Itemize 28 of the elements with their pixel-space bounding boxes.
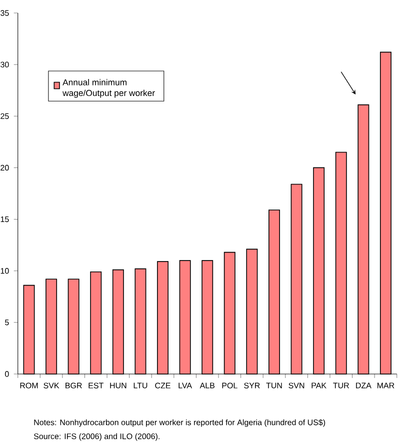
legend-label: Annual minimum wage/Output per worker — [62, 79, 155, 98]
source-note: Source: IFS (2006) and ILO (2006). — [34, 433, 160, 441]
x-tick-label: LTU — [134, 382, 148, 388]
y-tick-label: 0 — [5, 371, 9, 377]
x-tick-label: POL — [222, 382, 238, 388]
y-tick-label: 20 — [0, 164, 9, 171]
y-tick-label: 15 — [0, 216, 9, 222]
x-tick-label: LVA — [178, 382, 192, 388]
y-tick-label: 25 — [0, 113, 9, 119]
x-tick-label: PAK — [312, 382, 326, 388]
x-tick-label: HUN — [110, 382, 126, 388]
x-tick-label: SVK — [44, 382, 60, 388]
x-tick-label: TUN — [266, 382, 282, 388]
x-tick-label: EST — [88, 382, 104, 388]
text: Notes: Nonhydrocarbon output per worker is reported for Algeria (hundred of US$) — [34, 419, 326, 427]
x-tick-label: SVN — [288, 382, 304, 388]
x-tick-label: BGR — [66, 382, 82, 388]
x-tick-label: SYR — [244, 382, 260, 388]
x-tick-label: ALB — [200, 382, 214, 388]
x-tick-label: TUR — [333, 382, 349, 388]
x-tick-label: CZE — [155, 382, 170, 388]
y-tick-label: 5 — [5, 320, 9, 326]
y-tick-label: 10 — [0, 268, 9, 274]
x-tick-label: ROM — [20, 382, 38, 388]
x-tick-label: DZA — [356, 382, 372, 388]
y-tick-label: 35 — [0, 10, 9, 16]
y-tick-label: 30 — [0, 62, 9, 68]
x-tick-label: MAR — [377, 382, 394, 388]
